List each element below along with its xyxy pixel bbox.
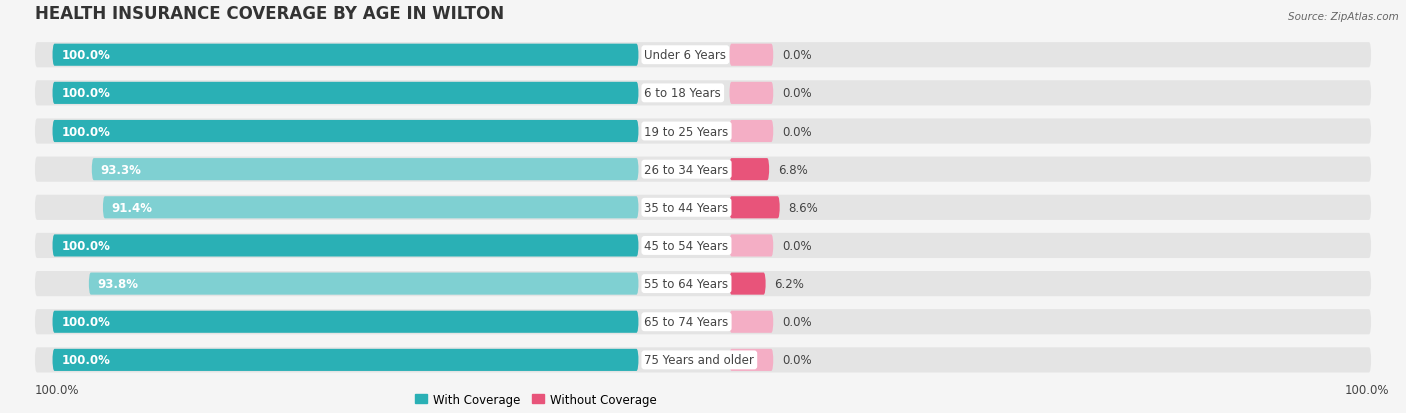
FancyBboxPatch shape xyxy=(35,43,1371,68)
Text: 91.4%: 91.4% xyxy=(111,201,153,214)
FancyBboxPatch shape xyxy=(52,349,638,371)
FancyBboxPatch shape xyxy=(730,121,773,143)
FancyBboxPatch shape xyxy=(35,233,1371,259)
FancyBboxPatch shape xyxy=(35,81,1371,106)
Text: Source: ZipAtlas.com: Source: ZipAtlas.com xyxy=(1288,12,1399,22)
Text: 75 Years and older: 75 Years and older xyxy=(644,354,754,366)
Text: 100.0%: 100.0% xyxy=(62,354,110,366)
FancyBboxPatch shape xyxy=(730,235,773,257)
FancyBboxPatch shape xyxy=(35,347,1371,373)
Text: 0.0%: 0.0% xyxy=(782,125,811,138)
FancyBboxPatch shape xyxy=(91,159,638,181)
Text: 100.0%: 100.0% xyxy=(62,240,110,252)
Text: 93.8%: 93.8% xyxy=(97,278,139,290)
FancyBboxPatch shape xyxy=(35,271,1371,297)
Text: 100.0%: 100.0% xyxy=(62,125,110,138)
Text: 55 to 64 Years: 55 to 64 Years xyxy=(644,278,728,290)
Text: 45 to 54 Years: 45 to 54 Years xyxy=(644,240,728,252)
FancyBboxPatch shape xyxy=(52,121,638,143)
FancyBboxPatch shape xyxy=(35,195,1371,221)
Text: 100.0%: 100.0% xyxy=(62,87,110,100)
FancyBboxPatch shape xyxy=(35,119,1371,144)
FancyBboxPatch shape xyxy=(730,273,766,295)
FancyBboxPatch shape xyxy=(52,235,638,257)
FancyBboxPatch shape xyxy=(730,45,773,66)
FancyBboxPatch shape xyxy=(730,159,769,181)
FancyBboxPatch shape xyxy=(730,311,773,333)
FancyBboxPatch shape xyxy=(730,83,773,104)
FancyBboxPatch shape xyxy=(35,157,1371,182)
FancyBboxPatch shape xyxy=(730,197,780,219)
FancyBboxPatch shape xyxy=(103,197,638,219)
Text: 0.0%: 0.0% xyxy=(782,316,811,328)
FancyBboxPatch shape xyxy=(52,83,638,104)
Text: 65 to 74 Years: 65 to 74 Years xyxy=(644,316,728,328)
Text: 35 to 44 Years: 35 to 44 Years xyxy=(644,201,728,214)
Text: 0.0%: 0.0% xyxy=(782,240,811,252)
Text: 19 to 25 Years: 19 to 25 Years xyxy=(644,125,728,138)
Text: 6 to 18 Years: 6 to 18 Years xyxy=(644,87,721,100)
Text: 0.0%: 0.0% xyxy=(782,49,811,62)
FancyBboxPatch shape xyxy=(730,349,773,371)
FancyBboxPatch shape xyxy=(89,273,638,295)
FancyBboxPatch shape xyxy=(52,311,638,333)
Text: 93.3%: 93.3% xyxy=(100,163,142,176)
Text: 6.2%: 6.2% xyxy=(775,278,804,290)
FancyBboxPatch shape xyxy=(52,45,638,66)
Text: 0.0%: 0.0% xyxy=(782,87,811,100)
Legend: With Coverage, Without Coverage: With Coverage, Without Coverage xyxy=(411,388,661,411)
Text: 100.0%: 100.0% xyxy=(62,316,110,328)
FancyBboxPatch shape xyxy=(35,309,1371,335)
Text: 26 to 34 Years: 26 to 34 Years xyxy=(644,163,728,176)
Text: HEALTH INSURANCE COVERAGE BY AGE IN WILTON: HEALTH INSURANCE COVERAGE BY AGE IN WILT… xyxy=(35,5,503,23)
Text: 8.6%: 8.6% xyxy=(789,201,818,214)
Text: 100.0%: 100.0% xyxy=(1344,383,1389,396)
Text: 0.0%: 0.0% xyxy=(782,354,811,366)
Text: 6.8%: 6.8% xyxy=(778,163,808,176)
Text: 100.0%: 100.0% xyxy=(62,49,110,62)
Text: 100.0%: 100.0% xyxy=(35,383,79,396)
Text: Under 6 Years: Under 6 Years xyxy=(644,49,727,62)
